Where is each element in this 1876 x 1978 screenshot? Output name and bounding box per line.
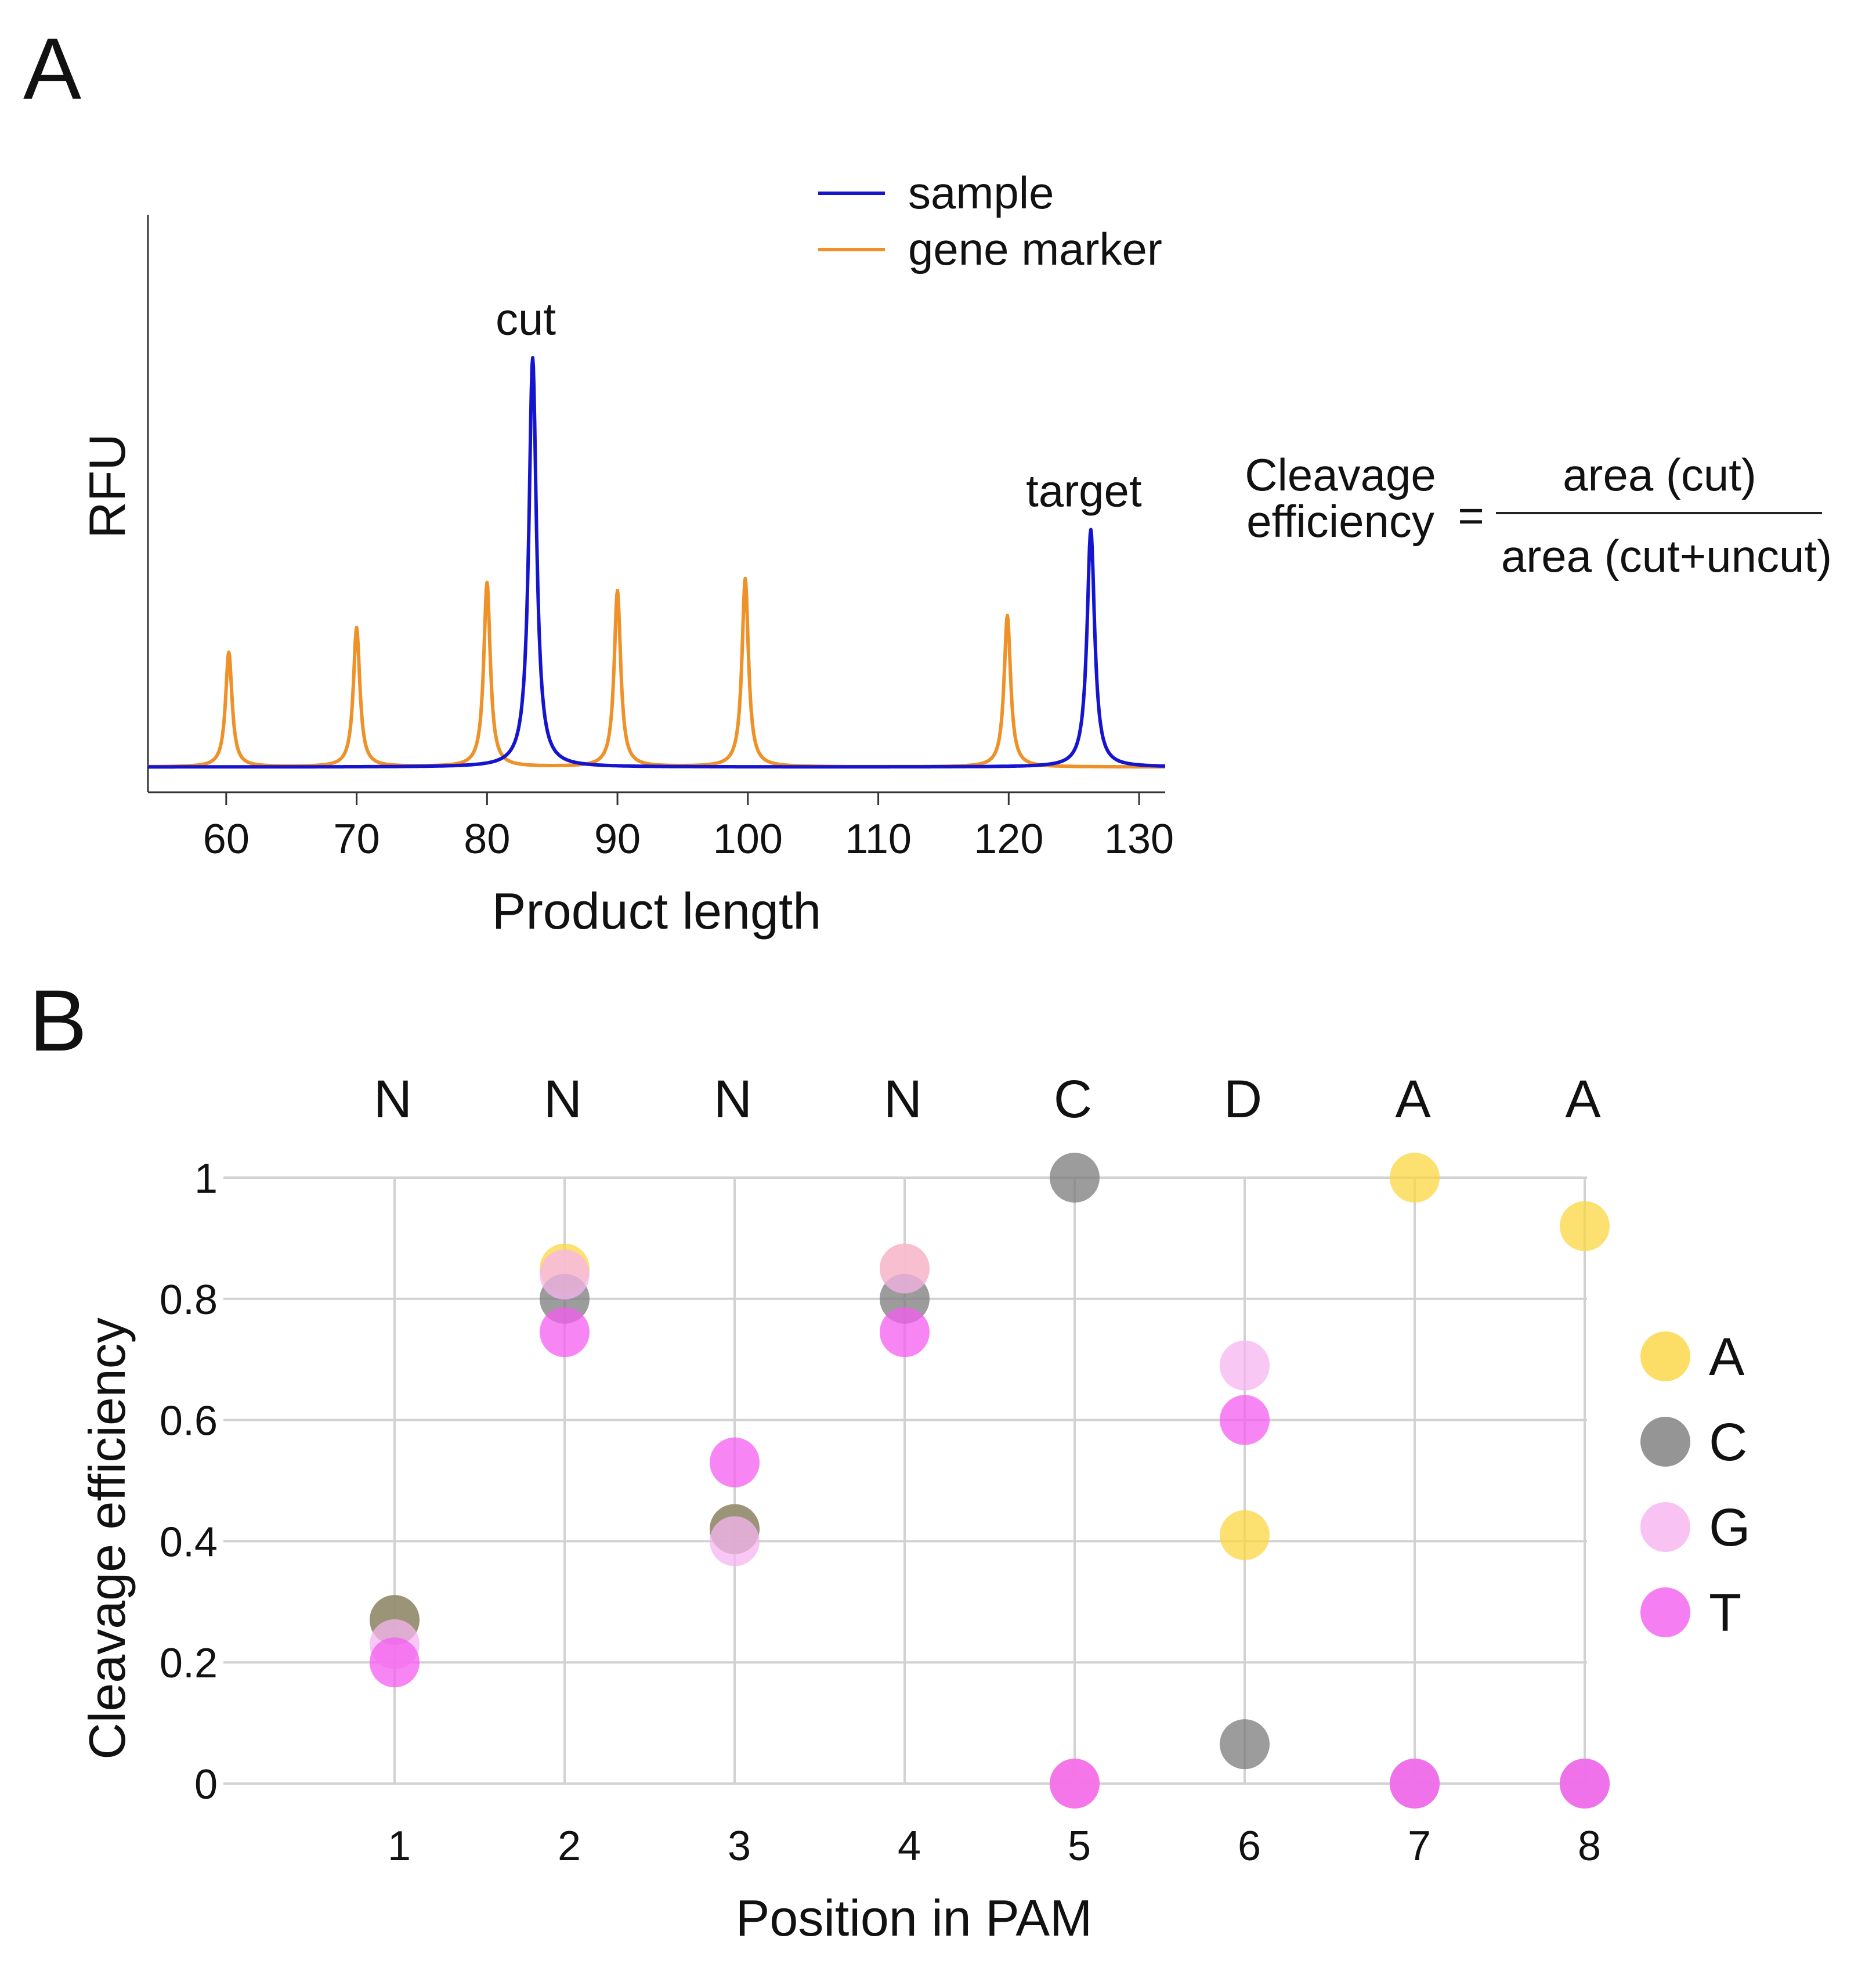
- x-tick-label: 130: [1104, 816, 1174, 862]
- pam-letter: A: [1565, 1070, 1601, 1129]
- series-line-gene-marker: [147, 576, 1166, 769]
- data-point-G-pos6: [1220, 1340, 1270, 1391]
- data-point-C-pos6: [1220, 1719, 1270, 1770]
- x-axis-title: Position in PAM: [736, 1889, 1093, 1947]
- y-tick-label: 0.4: [160, 1519, 218, 1565]
- legend-label-T: T: [1709, 1583, 1741, 1643]
- data-point-T-pos2: [540, 1307, 590, 1358]
- formula-lhs-line2: efficiency: [1246, 496, 1434, 547]
- formula-denominator: area (cut+uncut): [1501, 530, 1832, 582]
- legend-label-C: C: [1709, 1413, 1747, 1472]
- panel-a-label: A: [23, 20, 81, 117]
- chromatogram-chart: 60 70 80 90 100 110 120 130 Product length RFU cut…: [78, 167, 1174, 940]
- pam-letter: A: [1395, 1070, 1431, 1129]
- data-point-T-pos4: [880, 1307, 930, 1358]
- y-tick-label: 0.6: [160, 1398, 218, 1445]
- data-point-T-pos3: [710, 1437, 760, 1488]
- data-point-T-pos6: [1220, 1395, 1270, 1445]
- x-tick-label: 100: [713, 816, 783, 862]
- panel-b-label: B: [29, 972, 87, 1069]
- x-tick-label: 120: [974, 816, 1043, 862]
- data-point-G-pos4: [880, 1243, 930, 1294]
- data-point-A-pos8: [1560, 1201, 1610, 1251]
- formula-lhs-line1: Cleavage: [1245, 449, 1436, 500]
- legend-marker-C: [1640, 1417, 1690, 1467]
- cleavage-scatter-chart: 0 0.2 0.4 0.6 0.8 1 1 N 2 N 3 N 4 N 5 C 6 D 7 A 8 A Position i…: [78, 1070, 1751, 1947]
- x-tick-label: 2: [558, 1823, 581, 1869]
- x-tick-label: 80: [464, 816, 510, 862]
- legend-marker-G: [1640, 1502, 1690, 1552]
- x-tick-label: 1: [388, 1823, 411, 1869]
- x-tick-label: 90: [594, 816, 641, 862]
- x-tick-label: 5: [1068, 1823, 1091, 1869]
- data-point-G-pos3: [710, 1516, 760, 1566]
- pam-letter: C: [1054, 1070, 1092, 1129]
- legend-label-G: G: [1709, 1498, 1751, 1557]
- y-tick-label: 0.8: [160, 1277, 218, 1323]
- x-tick-label: 3: [728, 1823, 751, 1869]
- x-tick-label: 4: [898, 1823, 921, 1869]
- x-tick-label: 60: [203, 816, 250, 862]
- y-tick-label: 0.2: [160, 1640, 218, 1687]
- x-tick-label: 110: [845, 816, 912, 862]
- y-tick-label: 1: [194, 1156, 218, 1202]
- data-point-C-pos5: [1050, 1153, 1100, 1203]
- formula-equals: =: [1458, 490, 1484, 541]
- y-axis-title: Cleavage efficiency: [78, 1318, 136, 1760]
- y-axis-title: RFU: [78, 434, 136, 539]
- x-tick-label: 8: [1578, 1823, 1601, 1869]
- x-tick-label: 6: [1238, 1823, 1261, 1869]
- peak-label-cut: cut: [496, 293, 556, 344]
- y-tick-label: 0: [194, 1762, 218, 1808]
- data-point-A-pos6: [1220, 1510, 1270, 1560]
- peak-label-target: target: [1026, 465, 1142, 517]
- data-point-T-pos1: [370, 1637, 420, 1688]
- formula-numerator: area (cut): [1563, 449, 1756, 500]
- gridlines: [223, 1176, 1587, 1785]
- data-point-T-pos5: [1050, 1759, 1100, 1809]
- pam-letter: N: [374, 1070, 412, 1129]
- pam-letter: N: [544, 1070, 582, 1129]
- legend-label-A: A: [1709, 1327, 1745, 1387]
- legend-label-gene-marker: gene marker: [908, 223, 1162, 275]
- x-tick-label: 70: [334, 816, 380, 862]
- legend-marker-T: [1640, 1587, 1690, 1637]
- legend-marker-A: [1640, 1331, 1690, 1381]
- legend-label-sample: sample: [908, 167, 1054, 218]
- data-point-G-pos2: [540, 1250, 590, 1300]
- series-line-sample: [147, 356, 1166, 769]
- pam-letter: N: [884, 1070, 922, 1129]
- x-axis-title: Product length: [492, 882, 822, 940]
- data-point-T-pos8: [1560, 1759, 1610, 1809]
- cleavage-formula: Cleavage efficiency = area (cut) area (c…: [1245, 449, 1832, 582]
- pam-letter: N: [714, 1070, 752, 1129]
- x-tick-label: 7: [1408, 1823, 1431, 1869]
- data-point-T-pos7: [1390, 1759, 1440, 1809]
- pam-letter: D: [1224, 1070, 1262, 1129]
- data-point-A-pos7: [1390, 1153, 1440, 1203]
